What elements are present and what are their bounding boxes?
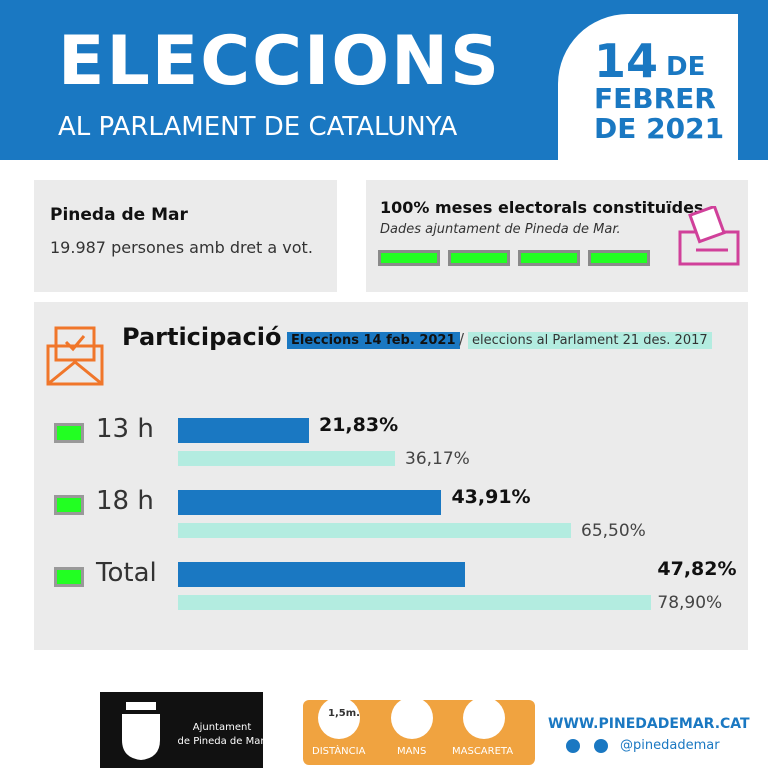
source: Dades ajuntament de Pineda de Mar. xyxy=(380,222,621,237)
progress-cell xyxy=(378,250,440,266)
twitter-icon xyxy=(594,739,608,753)
rule3: MASCARETA xyxy=(452,746,514,757)
website: WWW.PINEDADEMAR.CAT xyxy=(548,716,750,732)
tables: 100% meses electorals constituïdes. xyxy=(380,198,710,217)
date-year: DE 2021 xyxy=(594,112,725,145)
social: @pinedademar xyxy=(620,738,720,753)
logo-line2: de Pineda de Mar xyxy=(177,736,265,747)
rule1: DISTÀNCIA xyxy=(312,746,366,757)
legend-previous: eleccions al Parlament 21 des. 2017 xyxy=(468,332,712,349)
place-box xyxy=(34,180,337,292)
rule-icon xyxy=(318,697,360,739)
header-title: ELECCIONS xyxy=(58,22,502,101)
bar xyxy=(178,418,309,443)
value-label: 78,90% xyxy=(657,593,723,613)
value-label: 21,83% xyxy=(318,414,399,436)
progress-cell xyxy=(518,250,580,266)
bar xyxy=(178,490,442,515)
category-marker xyxy=(54,567,84,587)
header-subtitle: AL PARLAMENT DE CATALUNYA xyxy=(58,112,458,142)
category-label: 18 h xyxy=(96,486,154,516)
value-label: 43,91% xyxy=(451,486,531,508)
chart-title: Participació xyxy=(122,323,282,351)
bar xyxy=(178,523,571,538)
progress-cell xyxy=(588,250,650,266)
date-badge xyxy=(558,14,738,160)
rule-icon xyxy=(391,697,433,739)
date-day: 14 xyxy=(594,34,659,88)
voters: 19.987 persones amb dret a vot. xyxy=(50,238,313,257)
facebook-icon xyxy=(566,739,580,753)
legend-current: Eleccions 14 feb. 2021 xyxy=(287,332,460,349)
bar xyxy=(178,595,652,610)
date-month: FEBRER xyxy=(594,82,716,115)
tables-box xyxy=(366,180,748,292)
progress-cell xyxy=(448,250,510,266)
bar xyxy=(178,562,465,587)
category-label: 13 h xyxy=(96,414,154,444)
date-de: DE xyxy=(666,52,706,82)
mail-icon xyxy=(46,326,104,386)
logo-line1: Ajuntament xyxy=(192,722,252,733)
chart-box xyxy=(34,302,748,650)
ballot-icon xyxy=(678,206,740,266)
category-label: Total xyxy=(96,558,157,588)
value-label: 36,17% xyxy=(405,449,470,469)
rule2: MANS xyxy=(397,746,427,757)
bar xyxy=(178,451,396,466)
place: Pineda de Mar xyxy=(50,205,188,225)
rule-icon xyxy=(463,697,505,739)
legend-separator: / xyxy=(459,330,465,348)
value-label: 47,82% xyxy=(657,558,737,580)
logo-shield xyxy=(122,702,160,760)
value-label: 65,50% xyxy=(581,521,646,541)
category-marker xyxy=(54,495,84,515)
distance: 1,5m. xyxy=(328,708,360,719)
category-marker xyxy=(54,423,84,443)
